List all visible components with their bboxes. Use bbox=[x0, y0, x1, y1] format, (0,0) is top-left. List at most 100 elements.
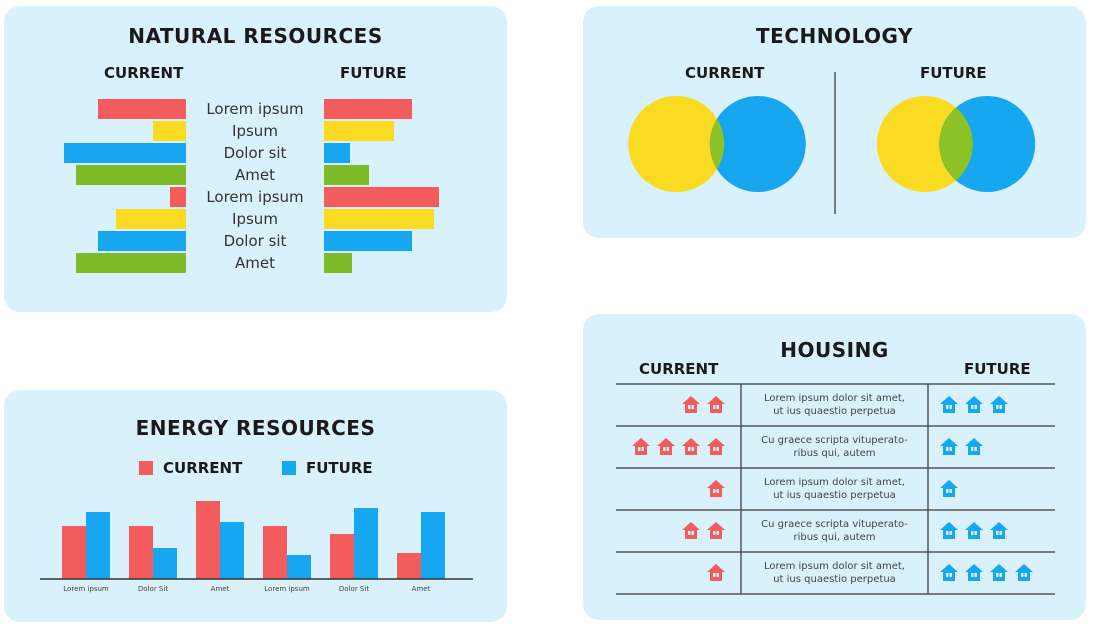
natural-future-bar bbox=[324, 143, 350, 163]
housing-current-label: CURRENT bbox=[639, 360, 719, 378]
legend-swatch-future bbox=[282, 461, 296, 475]
energy-resources-panel: ENERGY RESOURCES CURRENT FUTURE Lorem ip… bbox=[4, 390, 507, 622]
natural-current-bar bbox=[170, 187, 186, 207]
technology-future-label: FUTURE bbox=[920, 64, 987, 82]
energy-legend-future: FUTURE bbox=[282, 459, 373, 477]
housing-text-line: ut ius quaestio perpetua bbox=[773, 490, 896, 501]
natural-category-label: Ipsum bbox=[232, 122, 278, 140]
venn-overlap bbox=[939, 96, 973, 192]
technology-venn-diagrams bbox=[628, 72, 1036, 214]
energy-bar-current bbox=[196, 501, 220, 579]
housing-text-line: ut ius quaestio perpetua bbox=[773, 574, 896, 585]
natural-future-bar bbox=[324, 99, 412, 119]
energy-legend-current: CURRENT bbox=[139, 459, 242, 477]
energy-bar-current bbox=[330, 534, 354, 579]
house-icon bbox=[990, 522, 1008, 539]
housing-future-label: FUTURE bbox=[964, 360, 1031, 378]
house-icon bbox=[707, 480, 725, 497]
house-icon bbox=[657, 438, 675, 455]
natural-category-label: Dolor sit bbox=[223, 144, 287, 162]
natural-current-bar bbox=[98, 99, 186, 119]
natural-future-bar bbox=[324, 187, 439, 207]
natural-category-label: Amet bbox=[235, 166, 275, 184]
housing-text-line: Lorem ipsum dolor sit amet, bbox=[764, 477, 905, 488]
natural-future-bar bbox=[324, 209, 434, 229]
venn-right-circle bbox=[709, 96, 806, 192]
housing-table-lines bbox=[616, 383, 1055, 595]
house-icon bbox=[940, 438, 958, 455]
natural-current-bar bbox=[76, 165, 186, 185]
natural-future-bar bbox=[324, 165, 369, 185]
natural-current-bar bbox=[98, 231, 186, 251]
natural-future-bar bbox=[324, 253, 352, 273]
energy-bar-future bbox=[287, 555, 311, 579]
legend-label-future: FUTURE bbox=[306, 459, 373, 477]
house-icon bbox=[682, 396, 700, 413]
energy-bar-current bbox=[62, 526, 86, 579]
energy-bar-current bbox=[397, 553, 421, 579]
energy-category-label: Dolor Sit bbox=[138, 585, 168, 593]
energy-bar-future bbox=[220, 522, 244, 579]
house-icon bbox=[990, 564, 1008, 581]
energy-bar-future bbox=[153, 548, 177, 579]
energy-category-label: Lorem ipsum bbox=[264, 585, 310, 593]
energy-resources-title: ENERGY RESOURCES bbox=[135, 416, 376, 440]
house-icon bbox=[940, 564, 958, 581]
energy-bar-future bbox=[354, 508, 378, 579]
housing-text-line: ribus qui, autem bbox=[793, 448, 876, 459]
energy-bar-current bbox=[263, 526, 287, 579]
energy-category-label: Lorem ipsum bbox=[63, 585, 109, 593]
technology-panel: TECHNOLOGY CURRENT FUTURE bbox=[583, 6, 1086, 238]
natural-category-label: Amet bbox=[235, 254, 275, 272]
house-icon bbox=[965, 522, 983, 539]
natural-future-label: FUTURE bbox=[340, 64, 407, 82]
venn-left-circle bbox=[628, 96, 725, 192]
natural-current-bar bbox=[76, 253, 186, 273]
legend-swatch-current bbox=[139, 461, 153, 475]
natural-current-label: CURRENT bbox=[104, 64, 184, 82]
housing-row-text: Cu graece scripta vituperato-ribus qui, … bbox=[745, 434, 925, 460]
technology-title: TECHNOLOGY bbox=[756, 24, 913, 48]
house-icon bbox=[682, 438, 700, 455]
house-icon bbox=[940, 480, 958, 497]
natural-category-label: Lorem ipsum bbox=[206, 188, 304, 206]
venn-current bbox=[628, 96, 806, 192]
technology-current-label: CURRENT bbox=[685, 64, 765, 82]
energy-category-label: Dolor Sit bbox=[339, 585, 369, 593]
house-icon bbox=[707, 438, 725, 455]
energy-category-label: Amet bbox=[412, 585, 431, 593]
natural-resources-panel: NATURAL RESOURCES CURRENT FUTURE Lorem i… bbox=[4, 6, 507, 312]
housing-text-line: Cu graece scripta vituperato- bbox=[761, 519, 908, 530]
natural-category-label: Lorem ipsum bbox=[206, 100, 304, 118]
housing-text-line: ribus qui, autem bbox=[793, 532, 876, 543]
housing-row-text: Lorem ipsum dolor sit amet, ut ius quaest… bbox=[745, 560, 925, 586]
venn-future bbox=[876, 96, 1036, 192]
natural-future-bar bbox=[324, 121, 394, 141]
house-icon bbox=[632, 438, 650, 455]
housing-row-text: Lorem ipsum dolor sit amet, ut ius quaest… bbox=[745, 476, 925, 502]
house-icon bbox=[990, 396, 1008, 413]
house-icon bbox=[940, 522, 958, 539]
house-icon bbox=[707, 564, 725, 581]
housing-row-text: Cu graece scripta vituperato-ribus qui, … bbox=[745, 518, 925, 544]
natural-current-bar bbox=[116, 209, 186, 229]
housing-text-line: Cu graece scripta vituperato- bbox=[761, 435, 908, 446]
house-icon bbox=[965, 396, 983, 413]
energy-bar-current bbox=[129, 526, 153, 579]
legend-label-current: CURRENT bbox=[163, 459, 243, 477]
house-icon bbox=[940, 396, 958, 413]
housing-text-line: Lorem ipsum dolor sit amet, bbox=[764, 561, 905, 572]
housing-text-line: Lorem ipsum dolor sit amet, bbox=[764, 393, 905, 404]
housing-text-line: ut ius quaestio perpetua bbox=[773, 406, 896, 417]
house-icon bbox=[965, 564, 983, 581]
housing-title: HOUSING bbox=[780, 338, 889, 362]
natural-category-label: Dolor sit bbox=[223, 232, 287, 250]
natural-future-bar bbox=[324, 231, 412, 251]
energy-category-label: Amet bbox=[211, 585, 230, 593]
energy-bar-future bbox=[421, 512, 445, 579]
house-icon bbox=[965, 438, 983, 455]
energy-bar-future bbox=[86, 512, 110, 579]
house-icon bbox=[707, 522, 725, 539]
housing-panel: HOUSING CURRENT FUTURE Lorem ipsum dolor… bbox=[583, 314, 1086, 620]
energy-bar-chart: Lorem ipsum Dolor Sit Amet Lorem ipsum Dolor… bbox=[40, 501, 473, 593]
